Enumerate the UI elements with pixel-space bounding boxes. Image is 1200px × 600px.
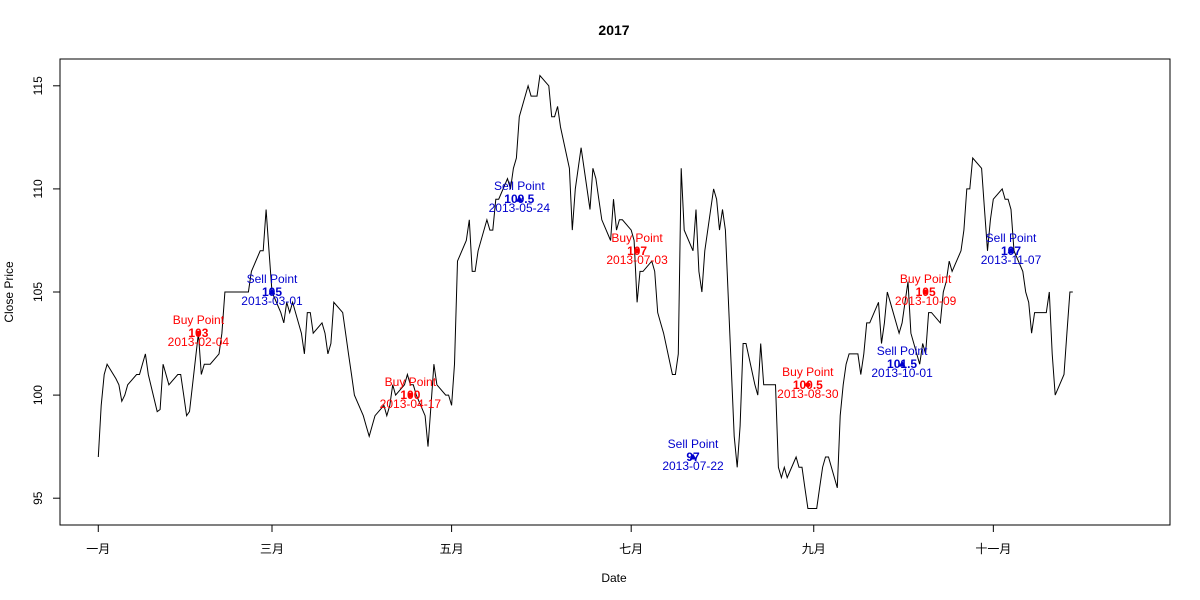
buy-marker xyxy=(195,330,201,336)
y-tick-label: 115 xyxy=(31,76,45,95)
x-tick-label: 三月 xyxy=(260,542,284,556)
annotation-value: 101.5 xyxy=(887,357,917,371)
buy-marker xyxy=(923,289,929,295)
sell-marker xyxy=(689,453,697,460)
annotation-date: 2013-07-22 xyxy=(662,459,724,473)
annotation-value: 109.5 xyxy=(504,192,534,206)
annotation-kind: Sell Point xyxy=(247,272,298,286)
annotation-kind: Sell Point xyxy=(877,344,928,358)
annotation-value: 105 xyxy=(262,285,282,299)
x-axis-label: Date xyxy=(601,571,627,585)
annotation-kind: Sell Point xyxy=(986,231,1037,245)
annotation-value: 103 xyxy=(188,326,208,340)
annotation-date: 2013-03-01 xyxy=(241,294,303,308)
x-tick-label: 五月 xyxy=(440,542,464,556)
annotation-kind: Sell Point xyxy=(494,179,545,193)
buy-marker xyxy=(407,392,413,398)
sell-marker xyxy=(268,288,276,295)
annotation-value: 105 xyxy=(916,285,936,299)
annotation-kind: Buy Point xyxy=(611,231,663,245)
annotation-date: 2013-08-30 xyxy=(777,387,839,401)
chart-title: 2017 xyxy=(598,22,629,38)
y-axis-label: Close Price xyxy=(2,261,16,323)
y-axis: 95 100 105 110 115 xyxy=(31,76,61,505)
buy-marker xyxy=(805,382,811,388)
annotation-kind: Sell Point xyxy=(668,437,719,451)
close-price-line xyxy=(97,74,1073,509)
x-tick-label: 十一月 xyxy=(975,542,1011,556)
annotation-value: 100.5 xyxy=(793,378,823,392)
annotation-date: 2013-10-01 xyxy=(871,366,933,380)
annotation-kind: Buy Point xyxy=(782,365,834,379)
annotation-date: 2013-07-03 xyxy=(606,253,668,267)
x-tick-label: 七月 xyxy=(619,542,643,556)
annotation-date: 2013-02-04 xyxy=(168,335,230,349)
y-tick-label: 110 xyxy=(31,179,45,198)
x-tick-label: 九月 xyxy=(802,542,826,556)
annotation-kind: Buy Point xyxy=(173,313,225,327)
annotation-value: 107 xyxy=(1001,244,1021,258)
y-tick-label: 95 xyxy=(31,491,45,505)
annotation-date: 2013-04-17 xyxy=(380,397,442,411)
y-tick-label: 105 xyxy=(31,282,45,302)
annotation-kind: Buy Point xyxy=(385,375,437,389)
x-tick-label: 一月 xyxy=(86,542,110,556)
buy-marker xyxy=(634,248,640,254)
y-tick-label: 100 xyxy=(31,385,45,405)
annotation-date: 2013-05-24 xyxy=(489,201,551,215)
sell-marker xyxy=(1007,247,1015,254)
sell-marker xyxy=(515,195,523,202)
annotation-value: 100 xyxy=(400,388,420,402)
sell-marker xyxy=(898,360,906,367)
annotation-date: 2013-10-09 xyxy=(895,294,957,308)
annotation-value: 107 xyxy=(627,244,647,258)
x-axis: 一月 三月 五月 七月 九月 十一月 xyxy=(86,524,1011,556)
annotation-kind: Buy Point xyxy=(900,272,952,286)
annotation-date: 2013-11-07 xyxy=(981,253,1042,267)
annotation-value: 97 xyxy=(686,450,700,464)
